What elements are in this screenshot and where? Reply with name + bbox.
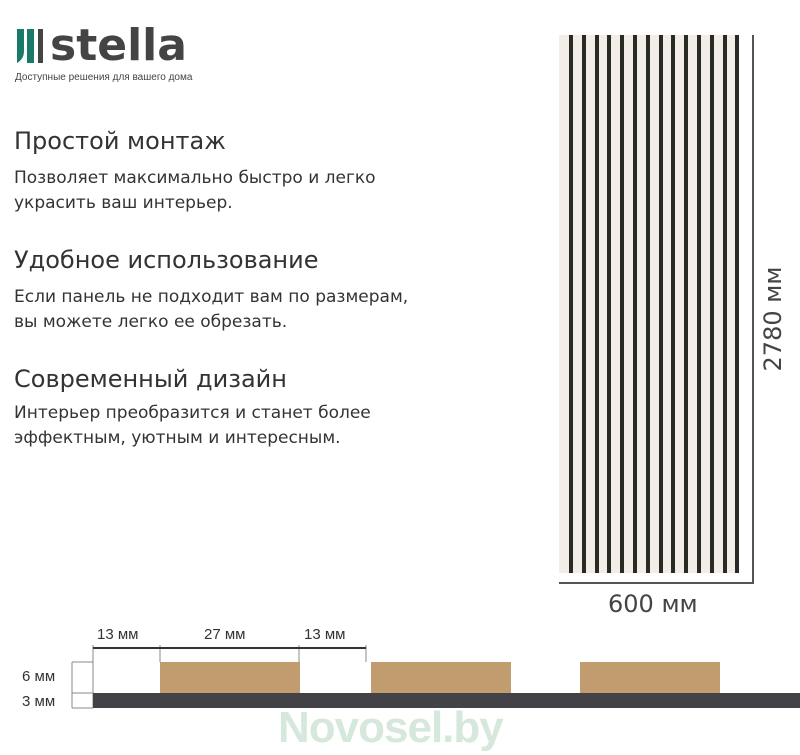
base-height-label: 3 мм [22,693,56,710]
gap-label: 13 мм [97,626,139,643]
height-dimension-line [752,35,754,584]
feature-title: Простой монтаж [14,127,226,155]
panel-image [559,35,740,573]
panel-stripe [684,35,689,573]
feature-title: Удобное использование [14,246,319,274]
panel-stripe [633,35,637,573]
width-label: 600 мм [608,590,698,618]
gap-label: 13 мм [304,626,346,643]
width-dimension-line [559,582,754,584]
panel-stripe [709,35,714,573]
panel-stripe [569,35,573,573]
feature-text-line: украсить ваш интерьер. [14,193,233,213]
base-layer [93,693,800,708]
brand-tagline: Доступные решения для вашего дома [15,72,193,83]
slat [371,662,511,693]
panel-stripe [697,35,701,573]
brand-name: stella [50,20,187,71]
logo-icon [15,29,45,63]
feature-text: Если панель не подходит вам по размерам,… [14,285,408,335]
slat [160,662,300,693]
feature-text-line: Интерьер преобразится и станет более [14,403,371,423]
panel-stripe [722,35,727,573]
slat-width-label: 27 мм [204,626,246,643]
feature-text-line: вы можете легко ее обрезать. [14,312,288,332]
panel-stripe [735,35,740,573]
panel-stripe [594,35,599,573]
panel-stripe [645,35,650,573]
feature-text: Позволяет максимально быстро и легко укра… [14,166,376,216]
panel-stripe [620,35,625,573]
feature-title: Современный дизайн [14,365,287,393]
feature-text-line: Позволяет максимально быстро и легко [14,168,376,188]
feature-text: Интерьер преобразится и станет более эффе… [14,401,371,451]
slat-height-label: 6 мм [22,668,56,685]
panel-stripe [581,35,586,573]
feature-text-line: эффектным, уютным и интересным. [14,428,341,448]
panel-stripe [671,35,676,573]
watermark: Novosel.by [278,703,504,752]
feature-text-line: Если панель не подходит вам по размерам, [14,287,409,307]
slat [580,662,720,693]
panel-stripe [607,35,612,573]
panel-stripe [658,35,663,573]
